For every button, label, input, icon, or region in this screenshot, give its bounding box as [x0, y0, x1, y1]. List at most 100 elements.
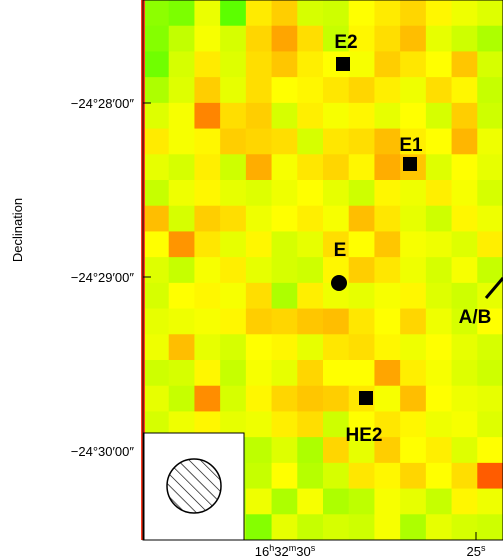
heatmap-cell	[168, 308, 196, 335]
heatmap-cell	[425, 360, 453, 387]
heatmap-cell	[271, 257, 298, 284]
heatmap-cell	[451, 282, 478, 310]
heatmap-cell	[477, 437, 503, 464]
heatmap-cell	[297, 77, 324, 104]
heatmap-cell	[425, 51, 453, 78]
heatmap-cell	[220, 25, 247, 53]
y-ticks: −24°28′00″ −24°29′00″ −24°30′00″	[71, 96, 151, 459]
y-tick-label: −24°29′00″	[71, 270, 135, 285]
heatmap-cell	[477, 77, 503, 104]
heatmap-cell	[425, 180, 453, 207]
heatmap-cell	[297, 0, 324, 27]
heatmap-cell	[451, 0, 478, 27]
heatmap-cell	[348, 51, 376, 78]
heatmap-cell	[297, 308, 324, 335]
heatmap-cell	[425, 77, 453, 104]
heatmap-cell	[477, 385, 503, 413]
heatmap-cell	[220, 205, 247, 233]
heatmap-cell	[400, 282, 427, 310]
heatmap-cell	[451, 257, 478, 284]
heatmap-cell	[271, 25, 298, 53]
heatmap-cell	[245, 282, 273, 310]
heatmap-cell	[271, 154, 298, 181]
heatmap-cell	[477, 411, 503, 438]
heatmap-cell	[168, 257, 196, 284]
heatmap-cell	[477, 25, 503, 53]
heatmap-cell	[323, 25, 350, 53]
heatmap-cell	[245, 102, 273, 130]
heatmap-cell	[400, 385, 427, 413]
y-axis-title: Declination	[10, 198, 25, 262]
heatmap-cell	[323, 514, 350, 540]
heatmap-cell	[143, 51, 170, 78]
heatmap-cell	[374, 231, 401, 258]
heatmap-cell	[271, 385, 298, 413]
heatmap-cell	[348, 488, 376, 515]
heatmap-cell	[143, 180, 170, 207]
heatmap-cell	[374, 51, 401, 78]
heatmap-cell	[168, 128, 196, 155]
heatmap-cell	[143, 154, 170, 181]
heatmap-cell	[374, 77, 401, 104]
heatmap-cell	[297, 102, 324, 130]
heatmap-cell	[400, 462, 427, 490]
heatmap-cell	[271, 51, 298, 78]
heatmap-cell	[374, 411, 401, 438]
heatmap-cell	[451, 180, 478, 207]
source-label-e: E	[334, 240, 347, 261]
heatmap-cell	[168, 51, 196, 78]
heatmap-cell	[348, 514, 376, 540]
heatmap-cell	[451, 360, 478, 387]
heatmap-cell	[425, 102, 453, 130]
heatmap-cells	[143, 0, 503, 540]
heatmap-cell	[348, 25, 376, 53]
heatmap-cell	[297, 334, 324, 361]
heatmap-cell	[194, 205, 221, 233]
heatmap-cell	[477, 514, 503, 540]
heatmap-cell	[271, 128, 298, 155]
heatmap-cell	[220, 154, 247, 181]
heatmap-cell	[323, 205, 350, 233]
heatmap-cell	[245, 462, 273, 490]
heatmap-cell	[194, 25, 221, 53]
heatmap-cell	[348, 205, 376, 233]
heatmap-cell	[400, 334, 427, 361]
heatmap-cell	[425, 25, 453, 53]
heatmap-cell	[451, 334, 478, 361]
heatmap-cell	[297, 154, 324, 181]
heatmap-cell	[400, 257, 427, 284]
heatmap-cell	[245, 0, 273, 27]
heatmap-cell	[271, 334, 298, 361]
heatmap-cell	[194, 0, 221, 27]
source-label-e1: E1	[399, 135, 423, 156]
heatmap-cell	[220, 51, 247, 78]
heatmap-cell	[271, 360, 298, 387]
beam-ellipse	[166, 458, 222, 514]
heatmap-cell	[143, 334, 170, 361]
heatmap-cell	[194, 360, 221, 387]
heatmap-cell	[477, 128, 503, 155]
heatmap-cell	[245, 411, 273, 438]
heatmap-cell	[194, 308, 221, 335]
heatmap-cell	[451, 77, 478, 104]
heatmap-cell	[143, 257, 170, 284]
heatmap-cell	[245, 334, 273, 361]
source-marker-e2	[336, 57, 350, 71]
heatmap-cell	[451, 462, 478, 490]
heatmap-cell	[323, 0, 350, 27]
heatmap-cell	[451, 205, 478, 233]
plot-frame	[142, 0, 503, 541]
heatmap-cell	[220, 128, 247, 155]
heatmap-cell	[297, 437, 324, 464]
heatmap-cell	[245, 205, 273, 233]
heatmap-cell	[168, 0, 196, 27]
heatmap-cell	[323, 488, 350, 515]
heatmap-cell	[297, 205, 324, 233]
heatmap-cell	[425, 488, 453, 515]
heatmap-cell	[451, 231, 478, 258]
heatmap-cell	[400, 25, 427, 53]
heatmap-cell	[271, 180, 298, 207]
heatmap-cell	[400, 411, 427, 438]
heatmap-cell	[477, 154, 503, 181]
heatmap-cell	[374, 25, 401, 53]
